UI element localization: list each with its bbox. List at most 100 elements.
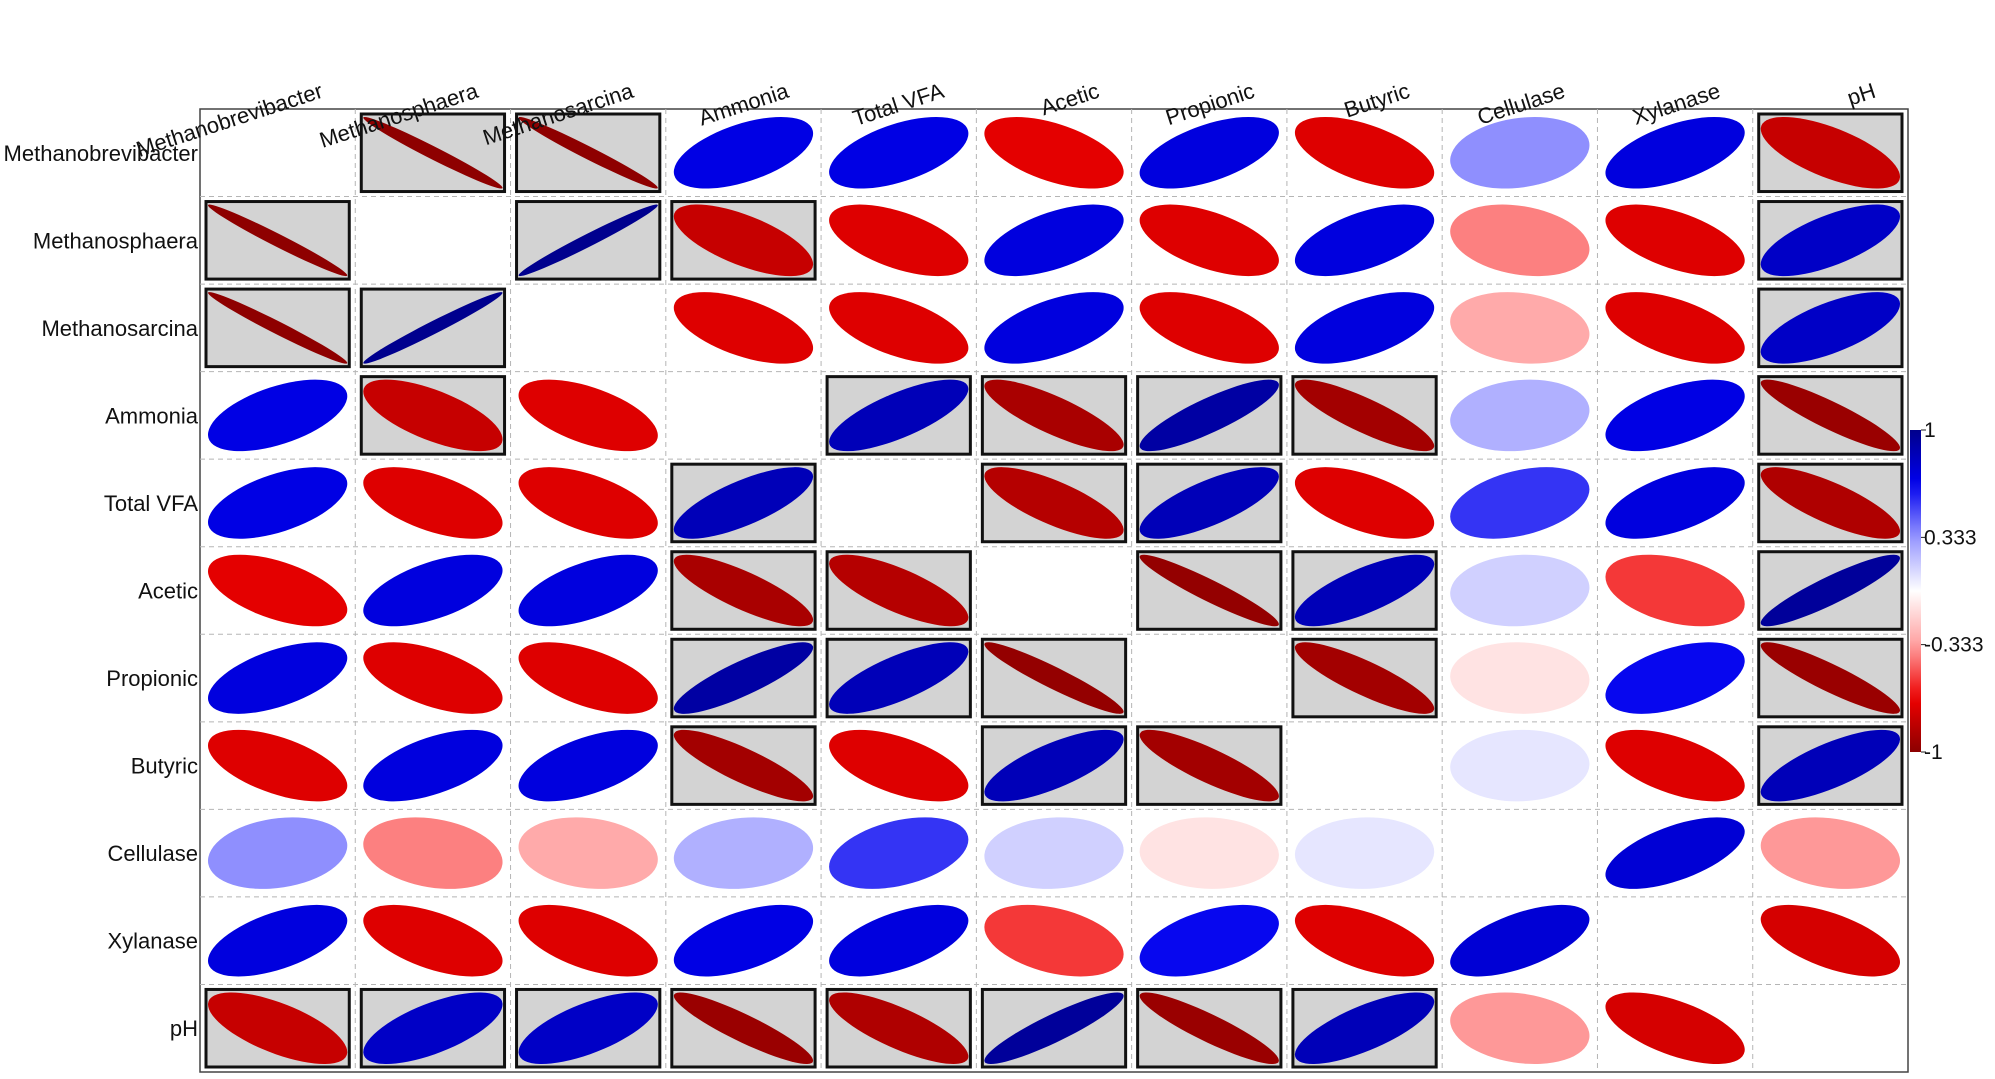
correlation-ellipse <box>518 379 658 452</box>
correlation-ellipse <box>1605 379 1745 452</box>
column-label: pH <box>1844 78 1878 110</box>
correlation-ellipse <box>1605 729 1745 802</box>
correlation-cell <box>518 642 658 714</box>
correlation-ellipse <box>1450 904 1590 977</box>
correlation-ellipse <box>984 204 1124 277</box>
correlation-ellipse <box>1605 554 1745 627</box>
correlation-cell <box>207 379 348 452</box>
correlation-cell <box>518 467 658 539</box>
correlation-ellipse <box>207 554 348 627</box>
correlation-ellipse <box>363 642 503 714</box>
correlation-ellipse <box>1139 379 1279 452</box>
correlation-ellipse <box>1760 729 1901 802</box>
correlation-cell <box>1605 467 1745 539</box>
correlation-ellipse <box>1294 116 1435 189</box>
correlation-cell <box>673 992 814 1065</box>
correlation-ellipse <box>1450 729 1590 802</box>
correlation-ellipse <box>207 817 348 889</box>
correlation-ellipse <box>1294 292 1435 364</box>
correlation-ellipse <box>518 817 658 889</box>
correlation-cell <box>1294 904 1435 977</box>
correlation-cell <box>1605 292 1745 364</box>
correlation-ellipse <box>207 904 348 977</box>
correlation-cell <box>1294 204 1435 277</box>
correlation-ellipse <box>984 642 1124 714</box>
correlation-cell <box>673 204 814 277</box>
correlation-ellipse <box>1450 379 1590 452</box>
correlation-cell <box>207 904 348 977</box>
correlation-ellipse <box>518 204 658 277</box>
correlation-cell <box>207 642 348 714</box>
correlation-ellipse <box>207 467 348 539</box>
correlation-ellipse <box>1450 204 1590 277</box>
correlation-cell <box>1760 204 1901 277</box>
correlation-ellipse <box>207 379 348 452</box>
correlation-ellipse <box>984 904 1124 977</box>
correlation-ellipse <box>1139 904 1279 977</box>
correlation-ellipse <box>1760 292 1901 364</box>
correlation-ellipse <box>1760 642 1901 714</box>
row-label: Total VFA <box>104 491 198 516</box>
correlation-ellipse <box>673 467 814 539</box>
correlation-ellipse <box>829 904 969 977</box>
correlation-cell <box>1605 817 1745 889</box>
correlation-ellipse <box>1605 467 1745 539</box>
correlation-ellipse <box>1605 992 1745 1065</box>
correlation-ellipse <box>207 642 348 714</box>
row-label: Methanobrevibacter <box>4 141 198 166</box>
correlation-ellipse <box>518 729 658 802</box>
correlation-cell <box>984 116 1124 189</box>
correlation-ellipse <box>363 292 503 364</box>
correlation-ellipse <box>1605 116 1745 189</box>
correlation-cell <box>1294 116 1435 189</box>
correlation-cell <box>1139 992 1279 1065</box>
correlation-ellipse <box>673 116 814 189</box>
correlation-cell <box>518 379 658 452</box>
correlation-ellipse <box>829 204 969 277</box>
correlation-cell <box>1760 904 1901 977</box>
correlation-ellipse <box>1139 554 1279 627</box>
correlation-ellipse <box>518 992 658 1065</box>
correlation-cell <box>1605 116 1745 189</box>
correlation-cell <box>673 642 814 714</box>
correlation-cell <box>673 292 814 364</box>
correlation-cell <box>829 642 969 714</box>
correlation-cell <box>673 729 814 802</box>
correlation-ellipse <box>363 116 503 189</box>
correlation-cell <box>1450 467 1590 539</box>
correlation-cell <box>829 554 969 627</box>
correlation-cell <box>518 204 658 277</box>
correlation-cell <box>363 817 503 889</box>
matrix-frame <box>199 108 1909 1073</box>
correlation-ellipse <box>363 904 503 977</box>
correlation-cell <box>1605 992 1745 1065</box>
correlation-cell <box>1605 729 1745 802</box>
correlation-ellipse <box>363 992 503 1065</box>
row-label: Butyric <box>131 754 198 779</box>
correlation-cell <box>1760 729 1901 802</box>
correlation-cell <box>363 467 503 539</box>
row-label: Acetic <box>138 579 198 604</box>
correlation-ellipse <box>1605 642 1745 714</box>
correlation-cell <box>1294 992 1435 1065</box>
correlation-cell <box>1139 467 1279 539</box>
correlation-ellipse <box>1605 204 1745 277</box>
correlation-cell <box>829 817 969 889</box>
correlation-ellipse <box>984 992 1124 1065</box>
correlation-cell <box>984 379 1124 452</box>
correlation-ellipse <box>1294 817 1435 889</box>
correlation-cell <box>207 467 348 539</box>
colorbar-tick-label: 1 <box>1924 419 1936 442</box>
correlation-cell <box>984 729 1124 802</box>
correlation-cell <box>829 904 969 977</box>
correlation-cell <box>363 554 503 627</box>
correlation-ellipse <box>1139 204 1279 277</box>
correlation-cell <box>673 817 814 889</box>
correlation-ellipse <box>829 992 969 1065</box>
correlation-cell <box>1450 642 1590 714</box>
correlation-cell <box>1450 116 1590 189</box>
colorbar-tick-label: -0.333 <box>1924 634 1984 657</box>
correlation-ellipse <box>1294 204 1435 277</box>
correlation-ellipse <box>207 992 348 1065</box>
